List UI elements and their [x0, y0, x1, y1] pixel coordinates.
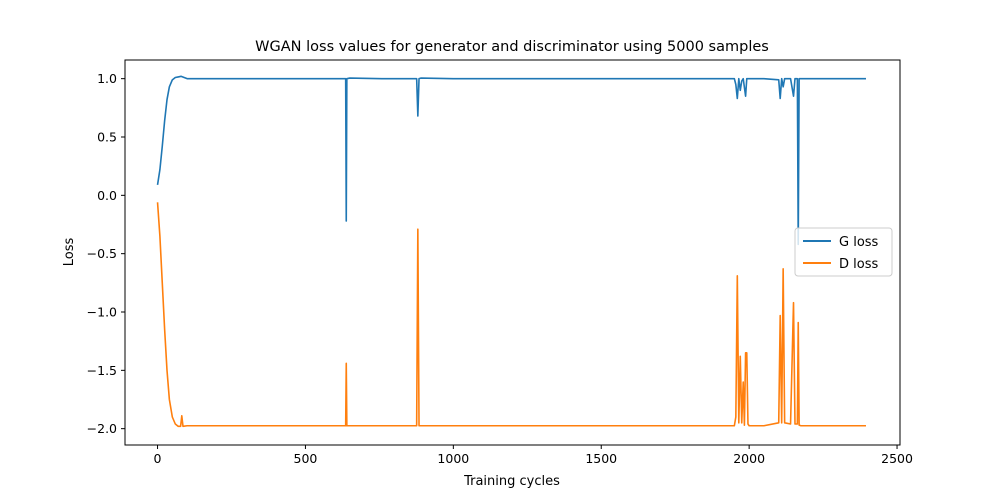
legend-label-d-loss: D loss: [839, 257, 878, 272]
x-axis: 0 500 1000 1500 2000 2500: [154, 445, 913, 466]
x-tick-label: 500: [294, 451, 318, 466]
series-line-g-loss: [156, 75, 866, 246]
plot-area: [124, 59, 901, 446]
y-tick-label: −1.5: [87, 363, 117, 378]
x-tick-label: 2500: [881, 451, 913, 466]
plot-frame: [124, 59, 901, 446]
legend: G loss D loss: [794, 227, 893, 277]
y-tick-label: 0.5: [97, 130, 117, 145]
x-axis-label: Training cycles: [463, 474, 560, 489]
series-layer: [156, 75, 866, 428]
y-tick-label: 0.0: [97, 188, 117, 203]
y-axis-label: Loss: [62, 238, 77, 267]
x-tick-label: 1000: [437, 451, 469, 466]
legend-label-g-loss: G loss: [839, 235, 879, 250]
x-tick-label: 2000: [733, 451, 765, 466]
y-tick-label: −1.0: [87, 305, 117, 320]
y-tick-label: −2.0: [87, 421, 117, 436]
y-tick-label: −0.5: [87, 246, 117, 261]
x-tick-label: 0: [154, 451, 162, 466]
y-axis: −2.0 −1.5 −1.0 −0.5 0.0 0.5 1.0: [87, 71, 125, 436]
chart-title: WGAN loss values for generator and discr…: [255, 39, 769, 55]
x-tick-label: 1500: [585, 451, 617, 466]
series-line-d-loss: [156, 202, 866, 428]
y-tick-label: 1.0: [97, 71, 117, 86]
